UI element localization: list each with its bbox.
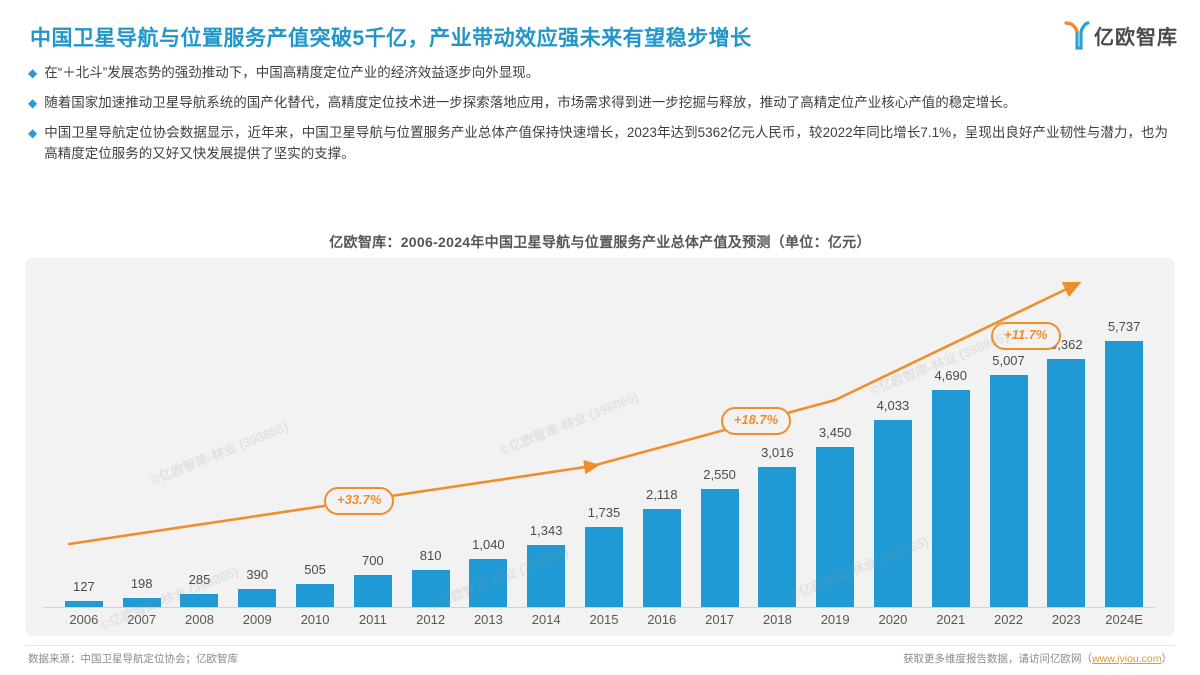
bullet-text: 在“＋北斗”发展态势的强劲推动下，中国高精度定位产业的经济效益逐步向外显现。 [44,65,540,80]
list-item: ◆ 在“＋北斗”发展态势的强劲推动下，中国高精度定位产业的经济效益逐步向外显现。 [28,62,1168,83]
logo-text: 亿欧智库 [1094,26,1178,49]
bar-value-label: 2,550 [703,466,736,482]
list-item: ◆ 随着国家加速推动卫星导航系统的国产化替代，高精度定位技术进一步探索落地应用，… [28,92,1168,113]
bar-2022[interactable] [989,375,1028,607]
bar-2020[interactable] [873,420,912,607]
x-axis-label-2014: 2014 [531,612,561,627]
diamond-bullet-icon: ◆ [28,126,38,140]
x-axis-label-2008: 2008 [185,612,214,627]
bar-2010[interactable] [296,583,335,607]
bar-value-label: 1,343 [529,522,563,538]
bar-value-label: 505 [304,561,326,577]
list-item: ◆ 中国卫星导航定位协会数据显示，近年来，中国卫星导航与位置服务产业总体产值保持… [28,122,1168,164]
chart-title: 亿欧智库：2006-2024年中国卫星导航与位置服务产业总体产值及预测（单位：亿… [329,234,871,250]
x-axis-label-2015: 2015 [589,612,619,627]
bar-2018[interactable] [758,467,797,607]
bar-value-label: 1,735 [587,504,621,520]
bar-value-label: 5,737 [1107,319,1141,335]
x-axis-label-2017: 2017 [705,612,735,627]
x-axis-label-2011: 2011 [358,612,387,627]
bar-value-label: 3,016 [761,445,794,461]
bar-2024E[interactable] [1105,341,1144,607]
bar-2009[interactable] [238,588,277,607]
bar-2006[interactable] [64,601,103,607]
x-axis-label-2007: 2007 [127,612,157,627]
x-axis-label-2013: 2013 [473,612,503,627]
bullet-text: 随着国家加速推动卫星导航系统的国产化替代，高精度定位技术进一步探索落地应用，市场… [44,95,1017,110]
bar-value-label: 390 [246,566,269,582]
growth-badge-0: +33.7% [324,486,395,515]
bar-2013[interactable] [469,558,508,607]
x-axis-label-2006: 2006 [69,612,99,627]
bar-chart-plot: 127 2006 198 2007 285 2008 390 2009 505 2010 700 20… [25,258,1175,636]
bar-value-label: 1,040 [472,536,505,552]
growth-badge-1: +18.7% [720,407,792,436]
bar-value-label: 3,450 [818,425,852,441]
bar-2016[interactable] [642,508,681,607]
x-axis-label-2016: 2016 [647,612,677,627]
x-axis-label-2012: 2012 [416,612,446,627]
bar-2023[interactable] [1047,358,1086,607]
footer-divider [25,645,1175,646]
bar-value-label: 127 [73,579,95,595]
chart-card: 127 2006 198 2007 285 2008 390 2009 505 2010 700 20… [25,258,1175,636]
bar-value-label: 4,690 [934,367,967,383]
page-title: 中国卫星导航与位置服务产值突破5千亿，产业带动效应强未来有望稳步增长 [30,27,752,50]
bar-2019[interactable] [816,447,855,607]
bullet-text: 中国卫星导航定位协会数据显示，近年来，中国卫星导航与位置服务产业总体产值保持快速… [44,125,1168,161]
bar-value-label: 285 [188,571,211,587]
x-axis-label-2023: 2023 [1051,612,1081,627]
x-axis-label-2010: 2010 [300,612,330,627]
x-axis-label-2019: 2019 [820,612,850,627]
bar-2017[interactable] [700,488,739,607]
bar-2021[interactable] [931,389,970,607]
footer-cta: 获取更多维度报告数据，请访问亿欧网（www.iyiou.com） [903,651,1172,666]
bar-value-label: 5,007 [992,353,1025,369]
bar-value-label: 810 [419,547,442,563]
growth-badge-2: +11.7% [991,322,1061,351]
diamond-bullet-icon: ◆ [28,96,38,110]
bar-2015[interactable] [585,526,623,607]
data-source-note: 数据来源：中国卫星导航定位协会；亿欧智库 [28,653,238,665]
watermark: ©亿欧智库-林业 (398865) [497,388,641,459]
x-axis-label-2024E: 2024E [1105,612,1143,627]
bar-2012[interactable] [411,569,450,607]
bar-value-label: 198 [130,575,153,591]
summary-bullet-list: ◆ 在“＋北斗”发展态势的强劲推动下，中国高精度定位产业的经济效益逐步向外显现。… [28,62,1168,173]
x-axis-label-2021: 2021 [936,612,966,627]
x-axis-line [43,607,1155,608]
x-axis-label-2020: 2020 [878,612,908,627]
x-axis-label-2022: 2022 [994,612,1023,627]
yiou-logo-icon [1064,20,1090,50]
watermark: ©亿欧智库-林业 (398865) [147,418,291,489]
bar-value-label: 4,033 [876,398,910,414]
x-axis-label-2009: 2009 [242,612,272,627]
brand-logo: 亿欧智库 [1064,20,1178,50]
footer-cta-prefix: 获取更多维度报告数据，请访问亿欧网（ [903,653,1093,665]
bar-2014[interactable] [527,544,566,607]
x-axis-label-2018: 2018 [762,612,792,627]
iyiou-link[interactable]: www.iyiou.com [1092,653,1162,665]
diamond-bullet-icon: ◆ [28,66,38,80]
footer-cta-suffix: ） [1161,653,1173,665]
bar-2007[interactable] [122,597,161,607]
bar-value-label: 2,118 [645,486,678,502]
bar-value-label: 700 [361,552,384,568]
bar-2008[interactable] [180,593,219,607]
bar-2011[interactable] [353,574,392,607]
